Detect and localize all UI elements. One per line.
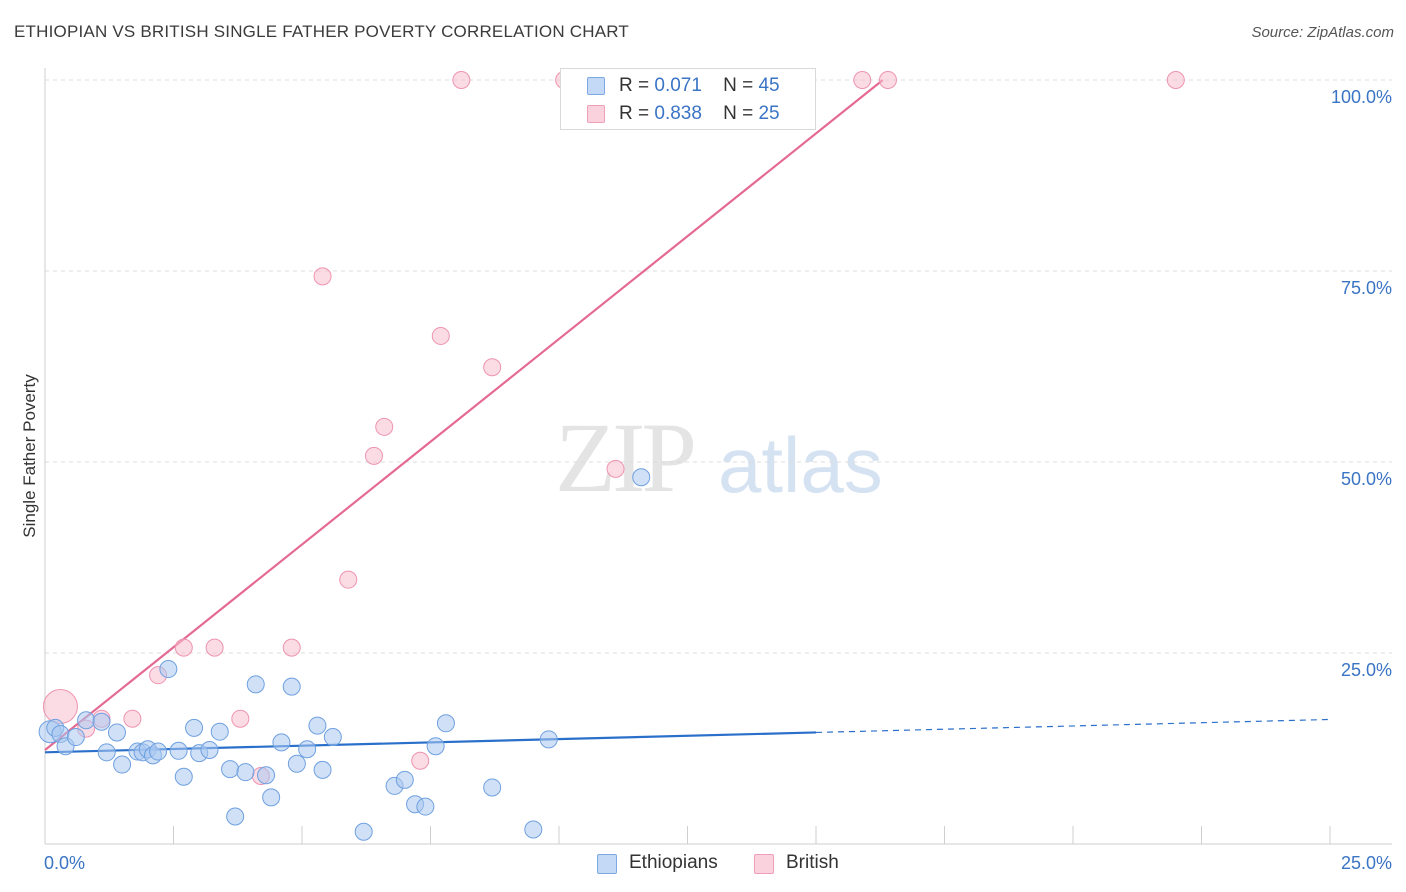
ethiopian-point: [246, 675, 265, 694]
ethiopian-point: [436, 714, 455, 733]
legend-box: R = 0.071 N = 45 R = 0.838 N = 25: [560, 68, 816, 130]
british-point: [606, 459, 625, 478]
y-tick-label: 100.0%: [1331, 87, 1392, 107]
ethiopian-point: [524, 820, 543, 839]
british-point: [123, 709, 142, 728]
british-point: [42, 688, 78, 724]
ethiopian-point: [169, 741, 188, 760]
watermark-zip: ZIP: [555, 402, 697, 513]
british-point: [411, 751, 430, 770]
ethiopian-point: [97, 743, 116, 762]
british-trend-line: [44, 79, 884, 751]
ethiopian-point: [426, 737, 445, 756]
british-point: [853, 71, 872, 89]
british-point: [174, 638, 193, 657]
legend-n-label: N =: [723, 75, 754, 96]
ethiopian-point: [210, 722, 229, 741]
point-layer: [38, 71, 1185, 841]
ethiopian-point: [416, 797, 435, 816]
axis-layer: [44, 68, 1392, 845]
grid-layer: [45, 79, 1392, 654]
y-tick-label: 50.0%: [1341, 469, 1392, 489]
ethiopian-point: [539, 730, 558, 749]
british-point: [878, 71, 897, 89]
ethiopian-point: [323, 728, 342, 747]
ethiopian-point: [200, 741, 219, 760]
ethiopian-point: [77, 711, 96, 730]
ethiopian-point: [313, 760, 332, 779]
ethiopian-point: [272, 733, 291, 752]
ethiopian-point: [262, 788, 281, 807]
british-point: [313, 267, 332, 286]
ethiopian-point: [174, 767, 193, 786]
british-point: [364, 446, 383, 465]
ethiopian-point: [221, 760, 240, 779]
ethiopian-point: [282, 677, 301, 696]
legend-r-label: R =: [619, 75, 650, 96]
ethiopian-point: [66, 728, 85, 747]
legend-r-value-ethiopians: 0.071: [654, 75, 702, 96]
legend-r-label: R =: [619, 103, 650, 124]
british-point: [431, 326, 450, 345]
x-tick-label-min: 0.0%: [44, 853, 85, 873]
legend-swatch-pink: [587, 105, 605, 123]
source-label[interactable]: Source: ZipAtlas.com: [1251, 24, 1394, 41]
british-point: [339, 570, 358, 589]
british-point: [205, 638, 224, 657]
legend-swatch-blue: [587, 77, 605, 95]
ethiopian-point: [298, 740, 317, 759]
ethiopian-point: [287, 754, 306, 773]
ethiopian-point: [149, 742, 168, 761]
ethiopian-point: [107, 723, 126, 742]
bottom-legend-label-ethiopians: Ethiopians: [629, 852, 718, 873]
trend-layer: [44, 79, 1331, 754]
ethiopian-point: [236, 763, 255, 782]
ethiopian-point: [632, 468, 651, 487]
ethiopian-point: [159, 660, 178, 679]
british-point: [483, 358, 502, 377]
ethiopian-point: [226, 807, 245, 826]
bottom-legend-swatch-blue: [597, 854, 617, 874]
british-point: [1166, 71, 1185, 89]
y-axis-label: Single Father Poverty: [20, 374, 39, 538]
british-point: [231, 709, 250, 728]
x-tick-label-max: 25.0%: [1341, 853, 1392, 873]
ethiopian-point: [308, 716, 327, 735]
bottom-legend-label-british: British: [786, 852, 839, 873]
british-point: [375, 417, 394, 436]
watermark-atlas: atlas: [718, 421, 883, 509]
legend-n-value-ethiopians: 45: [758, 75, 780, 96]
legend-n-label: N =: [723, 103, 754, 124]
ethiopian-point: [92, 712, 111, 731]
chart-title: ETHIOPIAN VS BRITISH SINGLE FATHER POVER…: [14, 22, 629, 41]
ethiopian-point: [113, 755, 132, 774]
legend-n-value-british: 25: [758, 103, 780, 124]
british-point: [282, 638, 301, 657]
ethiopian-point: [257, 766, 276, 785]
y-tick-label: 75.0%: [1341, 278, 1392, 298]
ethiopian-point: [185, 718, 204, 737]
ethiopian-point: [483, 778, 502, 797]
british-point: [452, 71, 471, 89]
legend-r-value-british: 0.838: [654, 103, 702, 124]
y-tick-label: 25.0%: [1341, 660, 1392, 680]
tick-label-layer: 25.0% 50.0% 75.0% 100.0% 0.0% 25.0%: [44, 87, 1392, 873]
ethiopian-point: [354, 822, 373, 841]
ethiopian-point: [395, 770, 414, 789]
ethiopian-trend-extension: [815, 718, 1331, 734]
bottom-legend-swatch-pink: [754, 854, 774, 874]
